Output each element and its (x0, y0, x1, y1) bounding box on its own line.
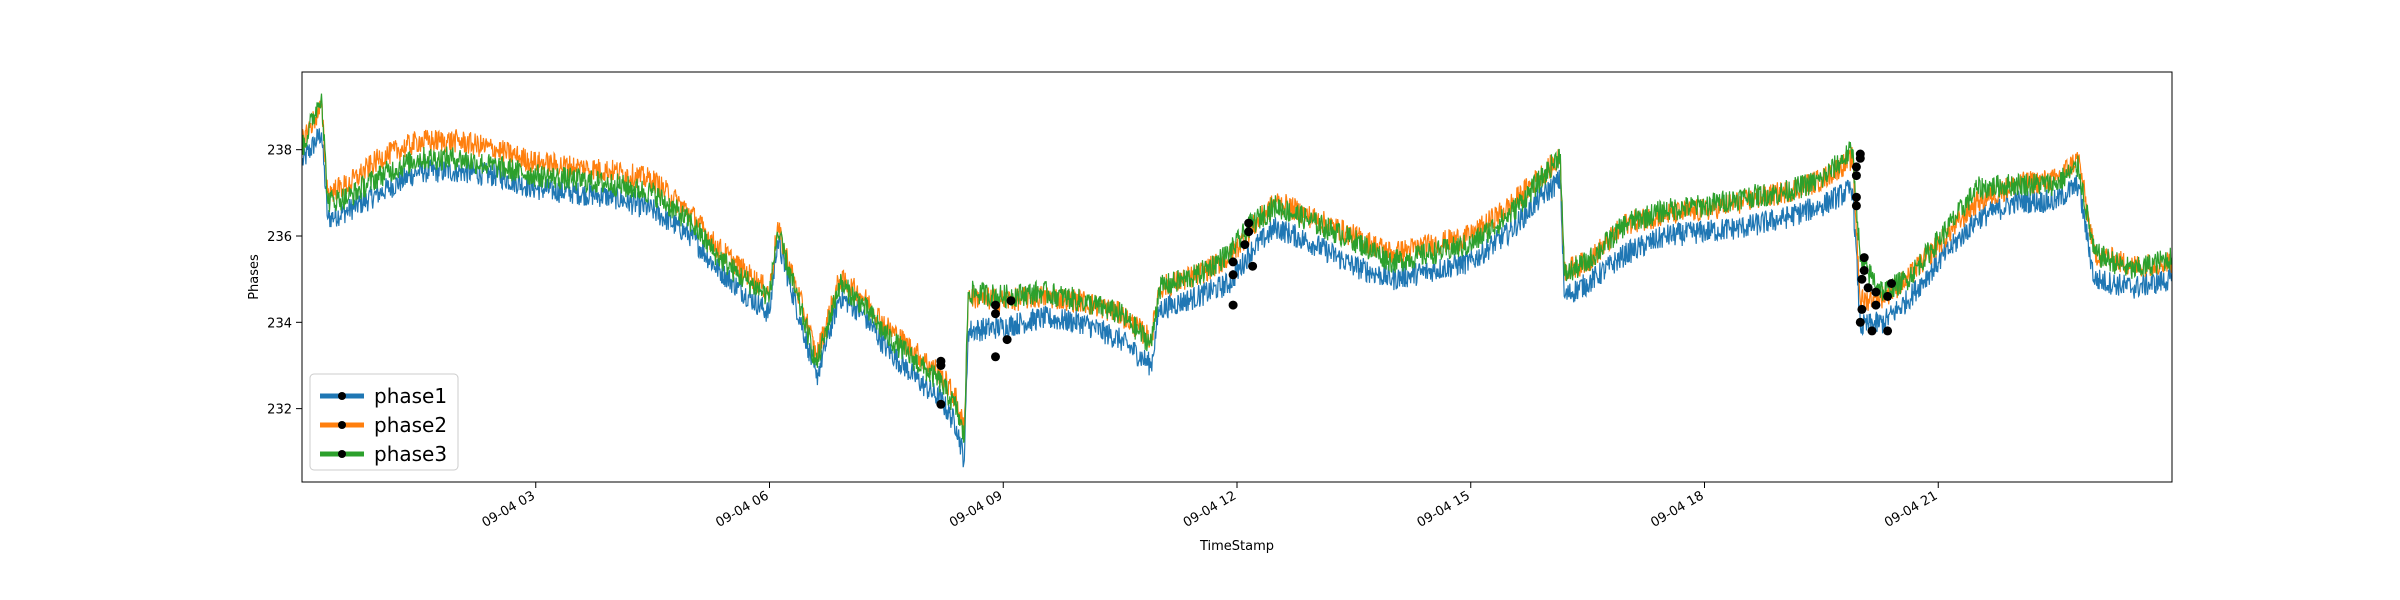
anomaly-marker (1855, 317, 1865, 327)
x-tick-label: 09-04 21 (1882, 488, 1940, 530)
anomaly-marker (991, 300, 1000, 310)
anomaly-marker (1002, 335, 1012, 345)
y-axis-title: Phases (247, 254, 262, 300)
legend-label-phase2: phase2 (374, 413, 447, 437)
anomaly-marker (1228, 257, 1238, 267)
anomaly-marker (1240, 240, 1250, 250)
anomaly-marker (1857, 274, 1867, 284)
anomaly-marker (936, 356, 946, 366)
anomaly-marker (1871, 287, 1881, 297)
anomaly-marker (1887, 279, 1896, 288)
anomaly-marker (1871, 300, 1881, 310)
anomaly-marker (1228, 270, 1238, 280)
anomaly-marker (1859, 253, 1869, 263)
x-tick-label: 09-04 12 (1181, 488, 1239, 530)
y-tick-label: 234 (267, 316, 292, 331)
anomaly-marker (1859, 266, 1869, 275)
anomaly-marker (1883, 291, 1893, 301)
anomaly-marker (1863, 283, 1873, 293)
x-tick-label: 09-04 06 (713, 488, 771, 530)
anomaly-marker (1244, 218, 1254, 228)
anomaly-marker (1006, 296, 1016, 306)
anomaly-marker (1248, 261, 1258, 271)
y-tick-label: 238 (267, 144, 292, 159)
anomaly-marker (1855, 149, 1865, 159)
x-tick-label: 09-04 15 (1415, 488, 1473, 530)
anomaly-marker (991, 309, 1000, 319)
series-line-phase3 (302, 93, 2172, 443)
x-axis-title: TimeStamp (1199, 539, 1274, 554)
legend-marker (338, 421, 346, 429)
legend-label-phase3: phase3 (374, 442, 447, 466)
anomaly-marker (936, 399, 946, 409)
x-tick-label: 09-04 03 (480, 488, 538, 530)
anomaly-marker (1851, 171, 1861, 181)
anomaly-marker (1857, 304, 1867, 314)
legend-label-phase1: phase1 (374, 384, 447, 408)
anomaly-marker (1851, 201, 1861, 211)
y-tick-label: 232 (267, 403, 292, 418)
x-tick-label: 09-04 18 (1648, 488, 1706, 530)
anomaly-marker (1867, 326, 1877, 336)
x-tick-label: 09-04 09 (947, 488, 1005, 530)
x-axis: 09-04 03 09-04 06 09-04 09 09-04 12 09-04 15… (480, 482, 1940, 531)
anomaly-marker (1851, 192, 1861, 202)
series-line-phase2 (302, 100, 2172, 431)
y-tick-label: 236 (267, 230, 292, 245)
anomaly-markers (936, 149, 1896, 409)
anomaly-marker (1244, 227, 1254, 237)
anomaly-marker (1851, 162, 1861, 172)
legend-marker (338, 450, 346, 458)
legend-marker (338, 392, 346, 400)
anomaly-marker (1228, 300, 1238, 310)
y-axis: 232 234 236 238 (267, 144, 302, 418)
legend: phase1 phase2 phase3 (309, 373, 459, 471)
anomaly-marker (1883, 326, 1893, 336)
anomaly-marker (991, 352, 1000, 362)
